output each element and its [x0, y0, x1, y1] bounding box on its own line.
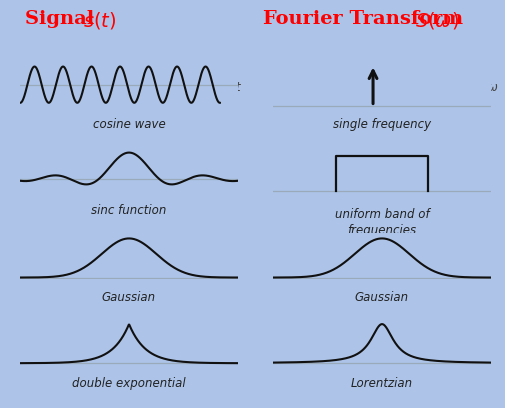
Text: Gaussian: Gaussian: [355, 291, 408, 304]
Text: sinc function: sinc function: [91, 204, 166, 217]
Text: Lorentzian: Lorentzian: [350, 377, 412, 390]
Text: Gaussian: Gaussian: [102, 291, 156, 304]
Text: ω: ω: [487, 80, 497, 93]
Text: t: t: [235, 80, 239, 93]
Text: Fourier Transform: Fourier Transform: [263, 10, 469, 28]
Text: $S(\omega)$: $S(\omega)$: [414, 10, 459, 31]
Text: uniform band of
frequencies: uniform band of frequencies: [334, 208, 429, 237]
Text: Signal: Signal: [25, 10, 101, 28]
Text: single frequency: single frequency: [332, 118, 430, 131]
Text: $s(t)$: $s(t)$: [83, 10, 117, 31]
Text: double exponential: double exponential: [72, 377, 185, 390]
Text: cosine wave: cosine wave: [92, 118, 165, 131]
